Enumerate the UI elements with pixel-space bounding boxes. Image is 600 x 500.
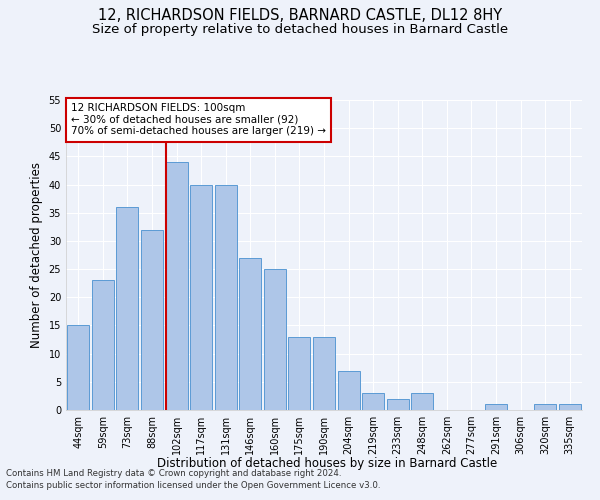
Bar [264, 269, 286, 410]
Bar [313, 336, 335, 410]
Text: Contains public sector information licensed under the Open Government Licence v3: Contains public sector information licen… [6, 481, 380, 490]
Text: 12 RICHARDSON FIELDS: 100sqm
← 30% of detached houses are smaller (92)
70% of se: 12 RICHARDSON FIELDS: 100sqm ← 30% of de… [71, 103, 326, 136]
Bar [362, 393, 384, 410]
Bar [67, 326, 89, 410]
Text: 12, RICHARDSON FIELDS, BARNARD CASTLE, DL12 8HY: 12, RICHARDSON FIELDS, BARNARD CASTLE, D… [98, 8, 502, 22]
Bar [116, 207, 139, 410]
Bar [534, 404, 556, 410]
Bar [411, 393, 433, 410]
Bar [289, 336, 310, 410]
Bar [215, 184, 237, 410]
Bar [338, 370, 359, 410]
Bar [485, 404, 507, 410]
Bar [92, 280, 114, 410]
Bar [386, 398, 409, 410]
Text: Contains HM Land Registry data © Crown copyright and database right 2024.: Contains HM Land Registry data © Crown c… [6, 468, 341, 477]
Bar [239, 258, 262, 410]
Bar [141, 230, 163, 410]
Text: Size of property relative to detached houses in Barnard Castle: Size of property relative to detached ho… [92, 22, 508, 36]
Bar [559, 404, 581, 410]
Y-axis label: Number of detached properties: Number of detached properties [30, 162, 43, 348]
Bar [190, 184, 212, 410]
Bar [166, 162, 188, 410]
Text: Distribution of detached houses by size in Barnard Castle: Distribution of detached houses by size … [157, 458, 497, 470]
